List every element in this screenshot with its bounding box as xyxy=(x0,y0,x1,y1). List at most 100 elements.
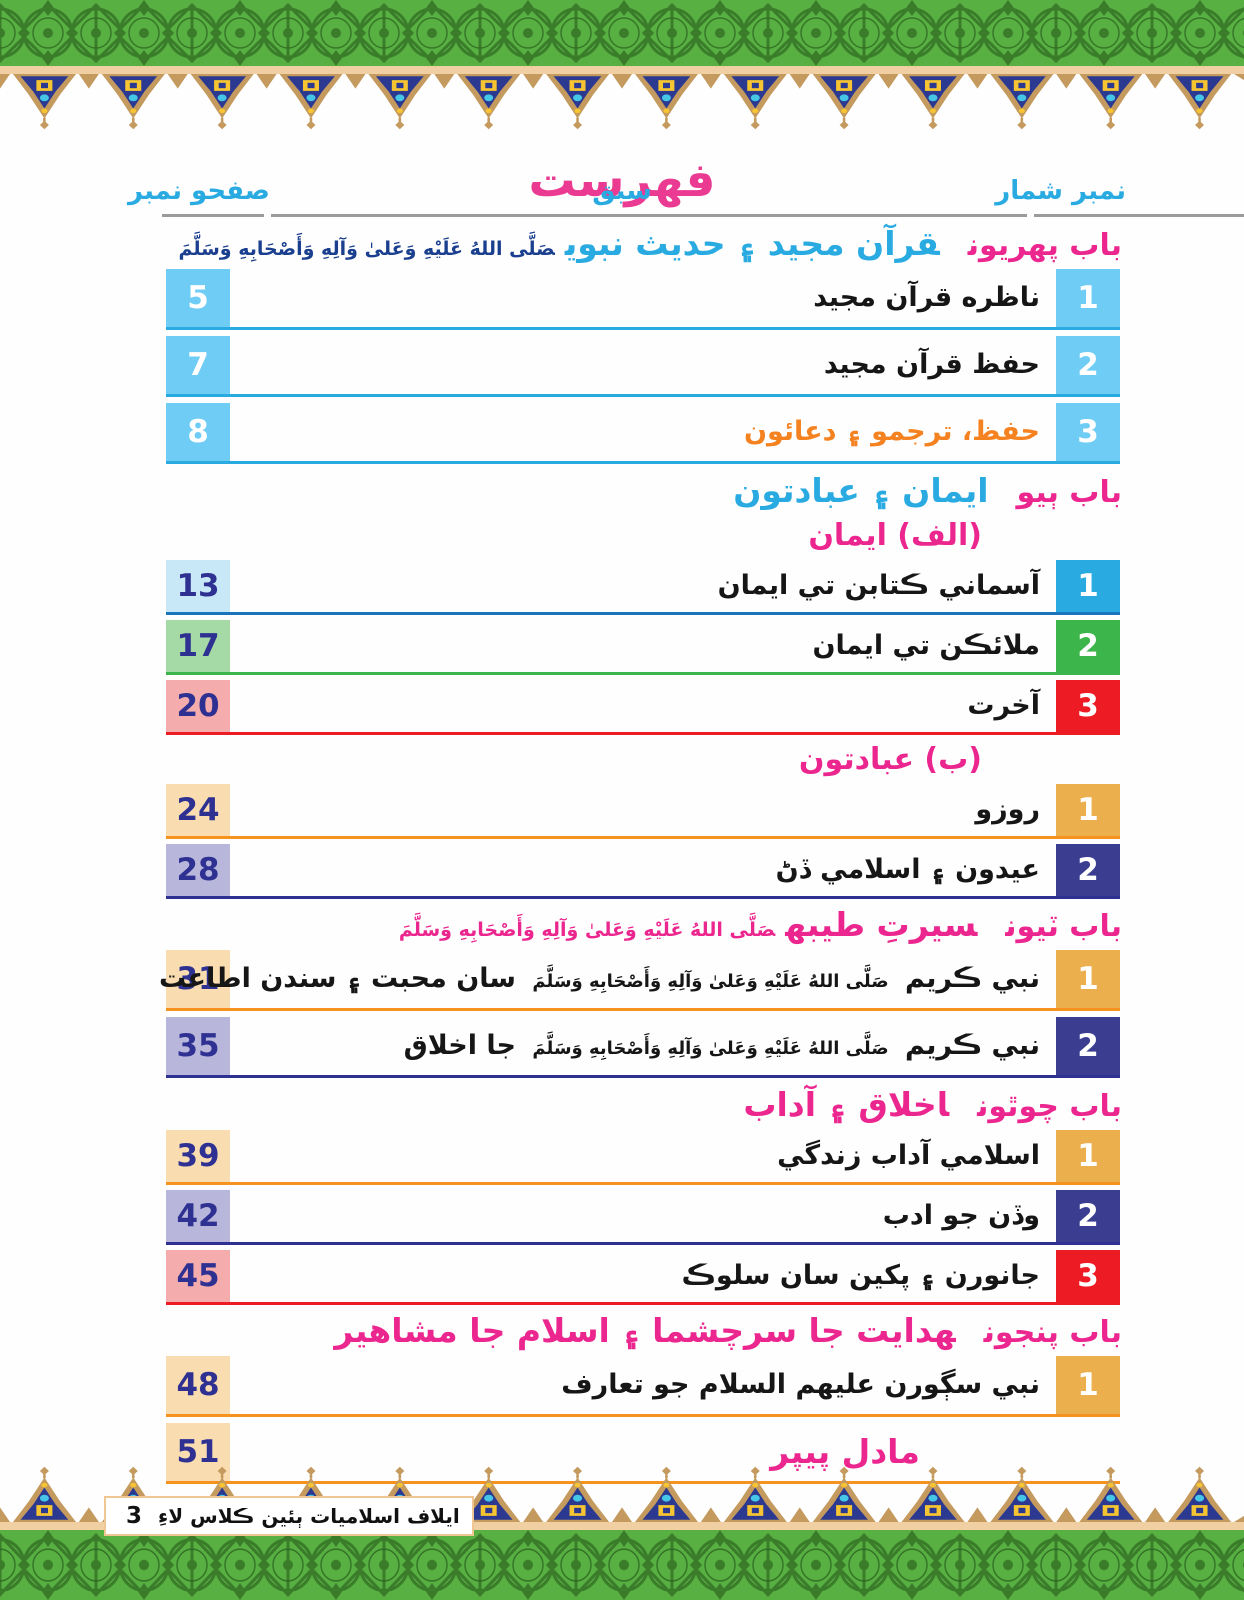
table-column-headers: نمبر شمار سبق صفحو نمبر xyxy=(0,176,1244,218)
toc-row: 35 نبي ڪريم صَلَّى اللهُ عَلَيْهِ وَعَلىٰ… xyxy=(0,1017,1244,1079)
lesson-title: نبي ڪريم صَلَّى اللهُ عَلَيْهِ وَعَلىٰ و… xyxy=(403,1030,1040,1061)
toc-row: 31 نبي ڪريم صَلَّى اللهُ عَلَيْهِ وَعَلىٰ… xyxy=(0,950,1244,1012)
page-number: 51 xyxy=(176,1434,220,1470)
row-underline xyxy=(166,1075,1120,1078)
serial-number: 3 xyxy=(1077,688,1099,724)
page-number-box: 45 xyxy=(166,1250,230,1302)
lesson-title: حفظ، ترجمو ۽ دعائون xyxy=(743,416,1040,447)
page-number-box: 24 xyxy=(166,784,230,836)
chapter-heading: باب ٽيون سيرتِ طيبه صَلَّى اللهُ عَلَيْهِ … xyxy=(0,904,1244,950)
lesson-title: نبي سڳورن عليهم السلام جو تعارف xyxy=(561,1369,1040,1400)
chapter-heading: باب پنجون هدايت جا سرچشما ۽ اسلام جا مشاه… xyxy=(0,1310,1244,1356)
toc-body: باب پهريون قرآن مجيد ۽ حديث نبوي صَلَّى ال… xyxy=(0,223,1244,1490)
serial-number: 2 xyxy=(1077,1198,1099,1234)
row-underline xyxy=(166,1182,1120,1185)
section-subheading: (الف) ايمان xyxy=(808,518,982,553)
row-underline xyxy=(166,896,1120,899)
lesson-title: آخرت xyxy=(967,690,1040,721)
page-number-box: 20 xyxy=(166,680,230,732)
column-header-page: صفحو نمبر xyxy=(128,176,270,206)
row-underline xyxy=(166,394,1120,397)
serial-number-box: 3 xyxy=(1056,680,1120,732)
row-underline xyxy=(166,1302,1120,1305)
row-underline xyxy=(166,612,1120,615)
row-underline xyxy=(166,672,1120,675)
page-number-box: 28 xyxy=(166,844,230,896)
serial-number-box: 2 xyxy=(1056,844,1120,896)
page-number-box: 48 xyxy=(166,1356,230,1414)
page-number-box: 5 xyxy=(166,269,230,327)
row-underline xyxy=(166,836,1120,839)
chapter-title: هدايت جا سرچشما ۽ اسلام جا مشاهير xyxy=(334,1311,956,1350)
row-underline xyxy=(166,1008,1120,1011)
arabesque-band-icon xyxy=(0,1530,1244,1600)
lesson-title: اسلامي آداب زندگي xyxy=(777,1140,1040,1171)
lesson-title: حفظ قرآن مجيد xyxy=(823,349,1040,380)
row-underline xyxy=(166,732,1120,735)
toc-row: 5 ناظره قرآن مجيد 1 xyxy=(0,269,1244,331)
chapter-title: سيرتِ طيبه xyxy=(785,905,978,944)
toc-row: 8 حفظ، ترجمو ۽ دعائون 3 xyxy=(0,403,1244,465)
footer-book-label: ايلاف اسلاميات ٻئين ڪلاس لاءِ 3 xyxy=(104,1496,474,1536)
page-number: 24 xyxy=(176,792,220,828)
serial-number-box: 1 xyxy=(1056,784,1120,836)
serial-number: 1 xyxy=(1077,568,1099,604)
lesson-title: نبي ڪريم صَلَّى اللهُ عَلَيْهِ وَعَلىٰ و… xyxy=(158,963,1040,994)
chapter-label: باب چوٿون xyxy=(977,1089,1122,1124)
toc-row: 7 حفظ قرآن مجيد 2 xyxy=(0,336,1244,398)
page-number: 7 xyxy=(187,347,209,383)
page-number: 17 xyxy=(176,628,220,664)
page-number-box: 31 xyxy=(166,950,230,1008)
page-number-box: 13 xyxy=(166,560,230,612)
chapter-heading: باب چوٿون اخلاق ۽ آداب xyxy=(0,1084,1244,1130)
serial-number: 2 xyxy=(1077,628,1099,664)
chapter-title: ايمان ۽ عبادتون xyxy=(733,471,989,510)
serial-number-box: 1 xyxy=(1056,1130,1120,1182)
page-number: 42 xyxy=(176,1198,220,1234)
honorific-text: صَلَّى اللهُ عَلَيْهِ وَعَلىٰ وَآلِهِ وَ… xyxy=(532,1038,889,1059)
serial-number-box: 1 xyxy=(1056,560,1120,612)
ornament-border-top xyxy=(0,0,1244,130)
toc-row: 13 آسماني ڪتابن تي ايمان 1 xyxy=(0,560,1244,616)
lesson-title: ناظره قرآن مجيد xyxy=(813,282,1040,313)
toc-row: 45 جانورن ۽ پکين سان سلوڪ 3 xyxy=(0,1250,1244,1306)
column-header-lesson: سبق xyxy=(592,176,652,206)
chapter-heading: باب ٻيو ايمان ۽ عبادتون xyxy=(0,470,1244,516)
ornament-border-bottom xyxy=(0,1466,1244,1600)
lesson-title: روزو xyxy=(975,794,1040,825)
pendant-ornaments-icon xyxy=(0,74,1244,130)
page-title: فهرست xyxy=(528,153,716,209)
serial-number-box: 2 xyxy=(1056,1017,1120,1075)
serial-number: 3 xyxy=(1077,414,1099,450)
footer-page-number: 3 xyxy=(126,1503,143,1529)
page-number-box: 39 xyxy=(166,1130,230,1182)
chapter-label: باب پنجون xyxy=(983,1315,1122,1350)
page-number: 8 xyxy=(187,414,209,450)
honorific-text: صَلَّى اللهُ عَلَيْهِ وَعَلىٰ وَآلِهِ وَ… xyxy=(398,919,776,941)
serial-number: 3 xyxy=(1077,1258,1099,1294)
header-underline-left xyxy=(162,214,264,217)
page-number: 31 xyxy=(176,961,220,997)
lesson-title: مادل پيپر xyxy=(770,1432,920,1471)
page-number-box: 8 xyxy=(166,403,230,461)
chapter-title: اخلاق ۽ آداب xyxy=(743,1085,950,1124)
pendant-ornaments-icon xyxy=(0,1466,1244,1522)
serial-number: 1 xyxy=(1077,961,1099,997)
serial-number: 1 xyxy=(1077,280,1099,316)
row-underline xyxy=(166,461,1120,464)
page-number: 35 xyxy=(176,1028,220,1064)
toc-row: 48 نبي سڳورن عليهم السلام جو تعارف 1 xyxy=(0,1356,1244,1418)
serial-number: 1 xyxy=(1077,792,1099,828)
page-number: 45 xyxy=(176,1258,220,1294)
honorific-text: صَلَّى اللهُ عَلَيْهِ وَعَلىٰ وَآلِهِ وَ… xyxy=(532,971,889,992)
serial-number: 1 xyxy=(1077,1367,1099,1403)
toc-row: 51 مادل پيپر xyxy=(0,1423,1244,1485)
arabesque-band-icon xyxy=(0,0,1244,66)
chapter-label: باب پهريون xyxy=(967,228,1122,263)
page-number: 13 xyxy=(176,568,220,604)
toc-row: 28 عيدون ۽ اسلامي ڏڻ 2 xyxy=(0,844,1244,900)
page-number: 48 xyxy=(176,1367,220,1403)
page-number: 5 xyxy=(187,280,209,316)
toc-row: 39 اسلامي آداب زندگي 1 xyxy=(0,1130,1244,1186)
